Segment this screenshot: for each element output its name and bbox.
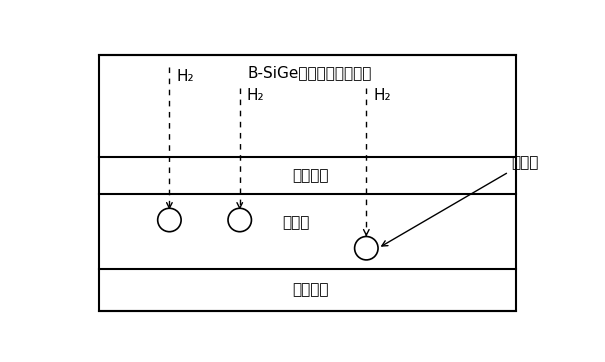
Text: H₂: H₂ [247, 88, 264, 103]
Text: 氧空位: 氧空位 [382, 155, 539, 246]
Ellipse shape [228, 208, 252, 232]
Bar [99, 55, 516, 311]
Text: B-SiGe层（气源：锐烷）: B-SiGe层（气源：锐烷） [248, 66, 372, 81]
Text: H₂: H₂ [373, 88, 391, 103]
Text: 介质层: 介质层 [283, 215, 310, 230]
Text: H₂: H₂ [177, 69, 194, 84]
Text: 底部电极: 底部电极 [292, 282, 329, 297]
Ellipse shape [355, 236, 378, 260]
Text: 顶部电极: 顶部电极 [292, 168, 329, 183]
Ellipse shape [158, 208, 181, 232]
